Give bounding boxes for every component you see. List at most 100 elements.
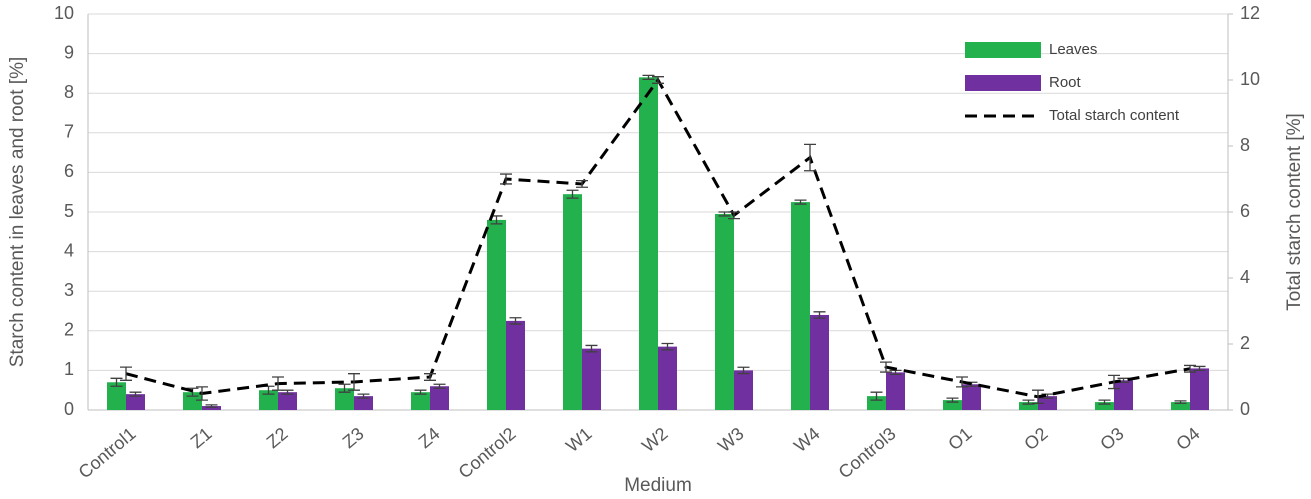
error-bar (433, 383, 446, 389)
error-bar (338, 383, 351, 393)
bar (430, 386, 449, 410)
x-tick-label: Z4 (415, 423, 444, 452)
error-bar (205, 404, 218, 408)
error-bar (129, 391, 142, 397)
legend-label: Root (1049, 74, 1082, 91)
legend-swatch (965, 42, 1041, 58)
error-bar (1098, 399, 1111, 405)
bar (202, 406, 221, 410)
bar (1019, 402, 1038, 410)
bar (639, 77, 658, 411)
bar (791, 202, 810, 410)
error-bar (1184, 364, 1196, 373)
error-bar (348, 373, 360, 391)
error-bar (500, 173, 512, 185)
error-bar (652, 76, 664, 84)
y2-tick-label: 8 (1240, 135, 1250, 155)
error-bar (272, 376, 284, 391)
bar (943, 400, 962, 410)
y2-tick-label: 2 (1240, 333, 1250, 353)
error-bar (120, 366, 132, 381)
y2-tick-label: 12 (1240, 3, 1260, 23)
bar (715, 213, 734, 410)
x-tick-label: W3 (714, 423, 748, 456)
y-axis-title: Starch content in leaves and root [%] (7, 57, 28, 368)
error-bar (424, 373, 436, 381)
x-tick-label: Z2 (263, 423, 292, 452)
bar (354, 396, 373, 410)
error-bar (794, 199, 807, 205)
bar (126, 394, 145, 410)
error-bar (1108, 374, 1120, 390)
y-tick-label: 2 (64, 320, 74, 340)
x-tick-label: O2 (1020, 423, 1051, 454)
y-tick-label: 4 (64, 240, 74, 260)
error-bar (357, 393, 370, 399)
error-bar (804, 143, 816, 172)
bar (1114, 380, 1133, 410)
y2-tick-label: 4 (1240, 267, 1250, 287)
error-bar (1193, 365, 1206, 372)
y-tick-label: 9 (64, 42, 74, 62)
bar (563, 194, 582, 410)
y-tick-label: 0 (64, 399, 74, 419)
bar (1038, 396, 1057, 410)
bar (962, 384, 981, 410)
bar (487, 219, 506, 410)
legend-label: Leaves (1049, 41, 1097, 58)
error-bar (509, 317, 522, 325)
error-bar (1174, 400, 1187, 404)
error-bar (110, 377, 123, 387)
error-bar (566, 189, 579, 199)
x-tick-label: O1 (944, 423, 975, 454)
error-bar (1032, 389, 1044, 405)
x-tick-label: W4 (790, 423, 824, 456)
y2-tick-label: 10 (1240, 69, 1260, 89)
bar (278, 392, 297, 410)
y-tick-label: 1 (64, 359, 74, 379)
bar (259, 390, 278, 410)
y-tick-label: 10 (54, 3, 74, 23)
error-bar (1041, 393, 1054, 399)
bar (506, 320, 525, 410)
bar (1171, 402, 1190, 410)
error-bar (196, 386, 208, 401)
error-bar (1022, 399, 1035, 405)
y-tick-label: 8 (64, 82, 74, 102)
error-bar (737, 366, 750, 375)
bar (582, 348, 601, 410)
x-axis-title: Medium (624, 475, 692, 496)
error-bar (414, 389, 427, 395)
error-bar (728, 211, 740, 220)
legend-swatch (965, 75, 1041, 91)
x-tick-label: Z1 (187, 423, 216, 452)
bar (1095, 402, 1114, 410)
x-tick-label: O3 (1096, 423, 1127, 454)
y-tick-label: 3 (64, 280, 74, 300)
error-bar (576, 180, 588, 188)
bar (658, 346, 677, 410)
y2-axis-title: Total starch content [%] (1284, 113, 1305, 311)
x-tick-label: O4 (1172, 423, 1203, 454)
bar (810, 314, 829, 410)
error-bar (813, 311, 826, 319)
x-tick-label: Control1 (75, 423, 140, 482)
y2-tick-label: 0 (1240, 399, 1250, 419)
error-bar (956, 376, 968, 388)
bar (411, 392, 430, 410)
error-bar (661, 342, 674, 351)
x-tick-label: Control2 (455, 423, 520, 482)
bar (734, 370, 753, 410)
x-tick-label: Z3 (339, 423, 368, 452)
x-tick-label: W2 (638, 423, 672, 456)
bar (1190, 368, 1209, 410)
x-tick-label: Control3 (835, 423, 900, 482)
y-tick-label: 7 (64, 122, 74, 142)
error-bar (642, 74, 655, 80)
y-tick-label: 5 (64, 201, 74, 221)
x-tick-label: W1 (562, 423, 596, 456)
error-bar (870, 391, 883, 401)
y-tick-label: 6 (64, 161, 74, 181)
error-bar (585, 344, 598, 353)
